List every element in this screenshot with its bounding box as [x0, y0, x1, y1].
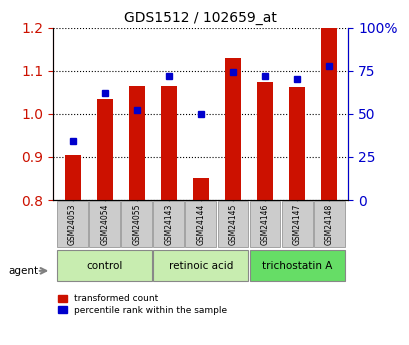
Bar — [128, 86, 144, 200]
Bar — [256, 81, 272, 200]
FancyBboxPatch shape — [153, 250, 248, 281]
FancyBboxPatch shape — [249, 201, 280, 247]
FancyBboxPatch shape — [89, 201, 120, 247]
Text: GSM24144: GSM24144 — [196, 204, 205, 245]
Text: GSM24054: GSM24054 — [100, 204, 109, 245]
Text: GSM24055: GSM24055 — [132, 204, 141, 245]
Text: GSM24148: GSM24148 — [324, 204, 333, 245]
Title: GDS1512 / 102659_at: GDS1512 / 102659_at — [124, 11, 276, 25]
Bar — [64, 155, 81, 200]
Legend: transformed count, percentile rank within the sample: transformed count, percentile rank withi… — [58, 294, 227, 315]
Text: GSM24146: GSM24146 — [260, 204, 269, 245]
Bar — [288, 87, 304, 200]
Bar — [320, 28, 337, 200]
FancyBboxPatch shape — [57, 250, 152, 281]
FancyBboxPatch shape — [217, 201, 248, 247]
Text: control: control — [86, 261, 123, 270]
FancyBboxPatch shape — [57, 201, 88, 247]
FancyBboxPatch shape — [153, 201, 184, 247]
Bar — [192, 178, 209, 200]
Text: GSM24053: GSM24053 — [68, 204, 77, 245]
FancyBboxPatch shape — [121, 201, 152, 247]
Text: GSM24145: GSM24145 — [228, 204, 237, 245]
Text: retinoic acid: retinoic acid — [168, 261, 233, 270]
FancyBboxPatch shape — [281, 201, 312, 247]
Text: agent: agent — [8, 266, 38, 276]
FancyBboxPatch shape — [313, 201, 344, 247]
Text: GSM24147: GSM24147 — [292, 204, 301, 245]
Bar — [225, 58, 240, 200]
Text: GSM24143: GSM24143 — [164, 204, 173, 245]
FancyBboxPatch shape — [185, 201, 216, 247]
Text: trichostatin A: trichostatin A — [261, 261, 332, 270]
Bar — [97, 99, 112, 200]
Bar — [160, 86, 176, 200]
FancyBboxPatch shape — [249, 250, 344, 281]
